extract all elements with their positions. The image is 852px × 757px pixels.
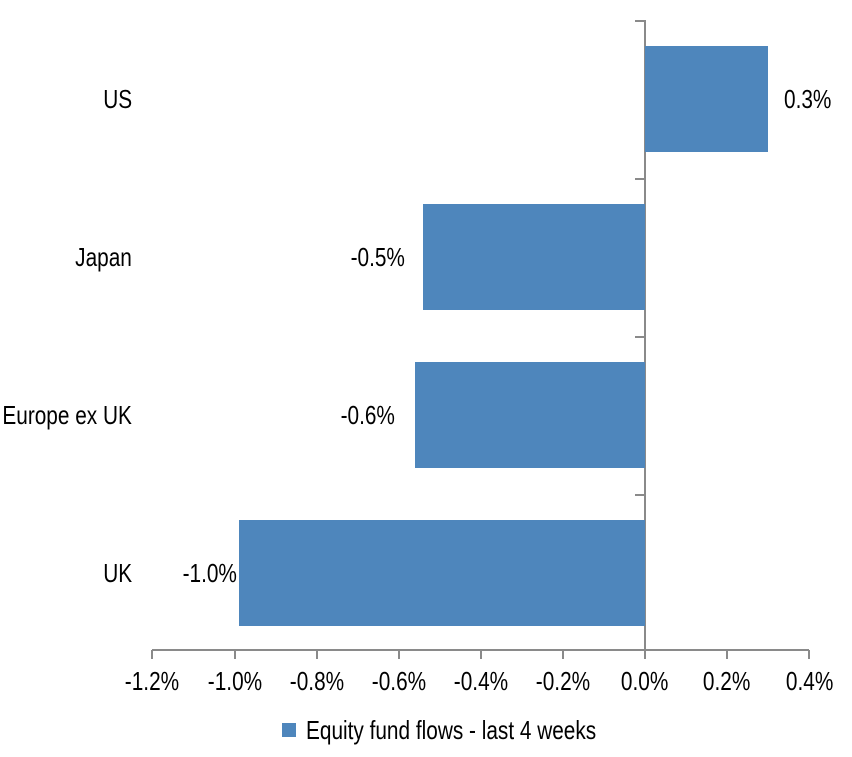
bar-data-label: -0.5% bbox=[205, 243, 405, 271]
category-label: Japan bbox=[0, 243, 132, 271]
x-axis-tick-label: 0.4% bbox=[749, 667, 852, 695]
category-label: Europe ex UK bbox=[0, 400, 133, 430]
x-axis-tick-label: -0.4% bbox=[421, 667, 541, 695]
bar-data-label: -1.0% bbox=[37, 558, 237, 588]
category-label-text: UK bbox=[103, 558, 132, 588]
x-axis-tick-label: -0.6% bbox=[339, 667, 459, 695]
x-axis-tick-label: -0.8% bbox=[257, 667, 377, 695]
category-label: US bbox=[0, 85, 132, 113]
x-axis-tick-label-text: -0.6% bbox=[371, 666, 426, 696]
bar-data-label-text: -1.0% bbox=[182, 558, 237, 588]
legend-label: Equity fund flows - last 4 weeks bbox=[306, 715, 597, 745]
category-axis-tick bbox=[635, 494, 644, 496]
legend: Equity fund flows - last 4 weeks bbox=[282, 716, 669, 744]
bar-data-label-text: -0.6% bbox=[340, 400, 396, 430]
x-axis-tick-label: -1.2% bbox=[92, 667, 212, 695]
x-axis-tick-label-text: -0.4% bbox=[453, 666, 508, 696]
category-axis-tick bbox=[635, 178, 644, 180]
x-axis-tick-label: 0.2% bbox=[667, 667, 787, 695]
category-axis-tick bbox=[635, 20, 644, 22]
x-axis-tick bbox=[397, 650, 400, 659]
x-axis-tick bbox=[726, 650, 729, 659]
bar-data-label: -0.6% bbox=[195, 401, 395, 429]
bar-europe-ex-uk bbox=[415, 362, 645, 468]
bar-data-label: 0.3% bbox=[784, 85, 852, 113]
x-axis-tick bbox=[151, 650, 154, 659]
category-label-text: Japan bbox=[75, 242, 132, 272]
x-axis-tick-label: -0.2% bbox=[503, 667, 623, 695]
legend-swatch-icon bbox=[282, 723, 296, 737]
x-axis-tick-label-text: -1.2% bbox=[125, 666, 180, 696]
x-axis-tick-label-text: 0.2% bbox=[703, 666, 751, 696]
bar-japan bbox=[423, 204, 645, 310]
x-axis-tick-label: 0.0% bbox=[585, 667, 705, 695]
bar-us bbox=[645, 46, 769, 152]
x-axis-tick bbox=[644, 650, 646, 659]
bar-data-label-text: -0.5% bbox=[350, 242, 406, 272]
x-axis-tick-label-text: -1.0% bbox=[207, 666, 262, 696]
x-axis-tick bbox=[561, 650, 564, 659]
x-axis-tick-label-text: -0.8% bbox=[289, 666, 344, 696]
x-axis-tick-label: -1.0% bbox=[175, 667, 295, 695]
category-axis-tick bbox=[635, 336, 644, 338]
x-axis-tick bbox=[233, 650, 236, 659]
x-axis-tick bbox=[315, 650, 318, 659]
bar-data-label-text: 0.3% bbox=[784, 84, 832, 114]
x-axis-tick bbox=[479, 650, 482, 659]
x-axis-tick bbox=[808, 650, 811, 659]
x-axis-tick-label-text: 0.4% bbox=[785, 666, 833, 696]
bar-uk bbox=[238, 520, 645, 626]
value-axis-line bbox=[644, 20, 646, 651]
category-label: UK bbox=[0, 559, 132, 587]
category-label-text: Europe ex UK bbox=[2, 400, 133, 430]
category-label-text: US bbox=[103, 84, 132, 114]
x-axis-tick-label-text: 0.0% bbox=[621, 666, 669, 696]
x-axis-tick-label-text: -0.2% bbox=[535, 666, 591, 696]
